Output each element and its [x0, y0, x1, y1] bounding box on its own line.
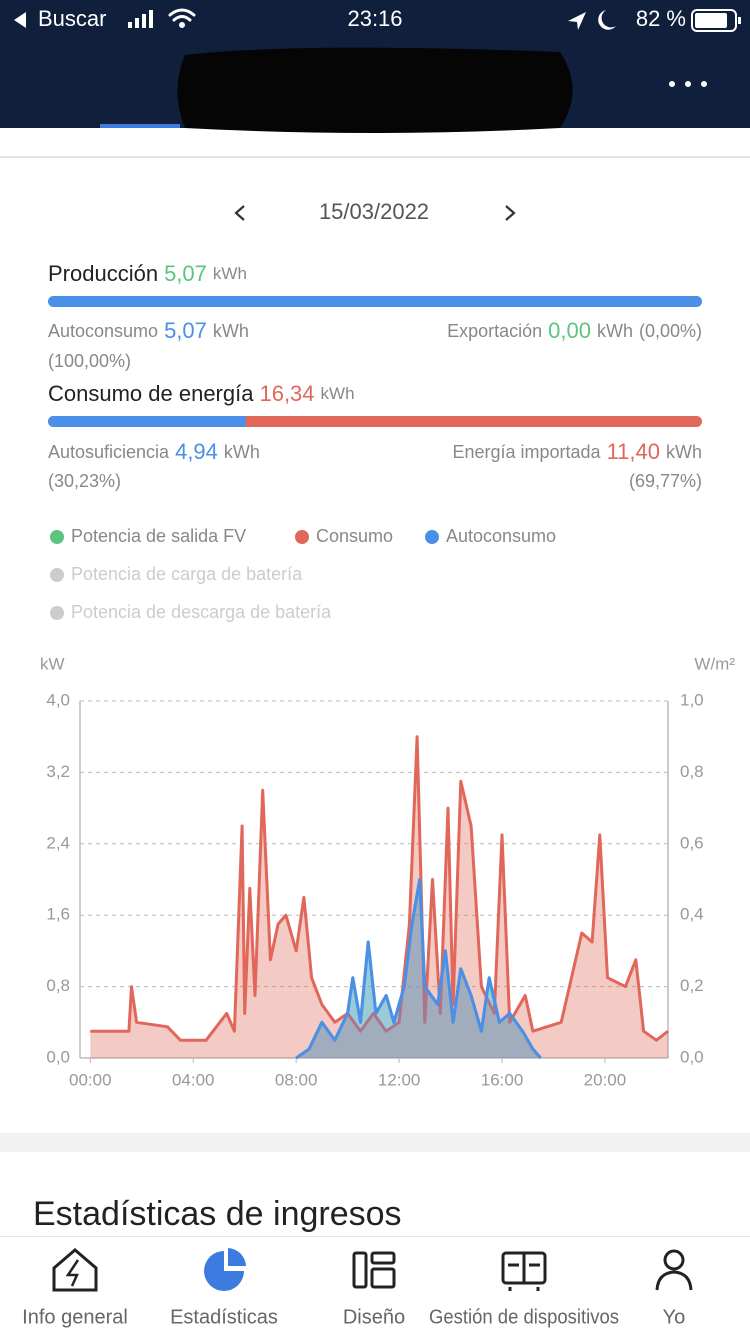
- more-button[interactable]: [669, 81, 707, 87]
- consumption-part: 16,34: [259, 381, 314, 406]
- x-tick-label: 04:00: [172, 1070, 215, 1089]
- export-part: kWh: [597, 321, 633, 341]
- moon-icon: [598, 10, 616, 30]
- icon-yo: [655, 1249, 693, 1291]
- x-tick-label: 16:00: [481, 1070, 524, 1089]
- date: 15/03/2022: [319, 199, 429, 224]
- x-tick-label: 12:00: [378, 1070, 421, 1089]
- y-tick-label: 0,8: [46, 976, 70, 995]
- tab-indicator: [100, 124, 180, 128]
- section-gap: [0, 1133, 750, 1152]
- imported: Energía importada 11,40 kWh: [452, 439, 702, 464]
- consumption-bar-self: [48, 416, 246, 428]
- self-sufficiency-percent: (30,23%): [48, 471, 121, 491]
- legend-dot: [425, 530, 439, 544]
- legend-dot: [295, 530, 309, 544]
- next-day[interactable]: [505, 205, 516, 221]
- consumption-part: kWh: [321, 384, 355, 403]
- y-tick-label: 3,2: [46, 762, 70, 781]
- y-tick-label: 1,6: [46, 905, 70, 924]
- legend-label: Potencia de salida FV: [71, 526, 246, 546]
- self-sufficiency-part: Autosuficiencia: [48, 442, 170, 462]
- prev-day[interactable]: [234, 205, 245, 221]
- tab-label[interactable]: Diseño: [343, 1306, 405, 1328]
- export-part: (0,00%): [639, 321, 702, 341]
- y2-tick-label: 1,0: [680, 690, 704, 709]
- clock: 23:16: [347, 6, 402, 31]
- self-sufficiency-part: 4,94: [175, 439, 218, 464]
- tab-label[interactable]: Info general: [22, 1306, 128, 1328]
- y2-axis-unit: W/m²: [694, 654, 735, 673]
- series-line: [295, 878, 542, 1060]
- x-tick-label: 20:00: [584, 1070, 627, 1089]
- production-part: 5,07: [164, 261, 207, 286]
- battery-level: 82 %: [636, 6, 686, 31]
- tab-label[interactable]: Gestión de dispositivos: [429, 1306, 619, 1328]
- back-label: Buscar: [38, 6, 106, 31]
- y-tick-label: 4,0: [46, 690, 70, 709]
- export-part: 0,00: [548, 318, 591, 343]
- icon-dispositivos: [501, 1251, 547, 1291]
- self-consumption-part: Autoconsumo: [48, 321, 158, 341]
- legend-dot: [50, 530, 64, 544]
- y2-tick-label: 0,8: [680, 762, 704, 781]
- imported-part: kWh: [666, 442, 702, 462]
- consumption: Consumo de energía 16,34 kWh: [48, 381, 355, 406]
- wifi-icon: [168, 8, 196, 28]
- self-consumption-part: 5,07: [164, 318, 207, 343]
- y2-tick-label: 0,2: [680, 976, 704, 995]
- production-part: Producción: [48, 261, 158, 286]
- self-sufficiency-part: kWh: [224, 442, 260, 462]
- self-consumption-percent: (100,00%): [48, 351, 131, 371]
- legend-label: Potencia de carga de batería: [71, 564, 303, 584]
- legend-label: Consumo: [316, 526, 393, 546]
- x-tick-label: 00:00: [69, 1070, 112, 1089]
- series-area: [296, 879, 541, 1058]
- y-tick-label: 2,4: [46, 833, 70, 852]
- redacted-title: [177, 47, 573, 133]
- production-bar: [48, 296, 702, 307]
- tab-bar-border: [0, 1236, 750, 1237]
- battery-icon: [691, 9, 741, 32]
- icon-diseno: [352, 1251, 396, 1289]
- series-line: [90, 735, 669, 1042]
- section-title: Estadísticas de ingresos: [33, 1195, 402, 1233]
- legend-label: Potencia de descarga de batería: [71, 602, 332, 622]
- tab-label[interactable]: Yo: [663, 1306, 686, 1328]
- imported-part: Energía importada: [452, 442, 601, 462]
- location-icon: [568, 12, 586, 30]
- consumption-part: Consumo de energía: [48, 381, 254, 406]
- icon-estadisticas: [204, 1248, 246, 1291]
- y-axis-unit: kW: [40, 654, 65, 673]
- export-part: Exportación: [447, 321, 542, 341]
- series-area: [296, 879, 541, 1058]
- legend-dot: [50, 568, 64, 582]
- imported-part: 11,40: [607, 439, 660, 464]
- icon-info-general: [52, 1248, 98, 1292]
- self-consumption-part: kWh: [213, 321, 249, 341]
- y2-tick-label: 0,4: [680, 905, 704, 924]
- production-part: kWh: [213, 264, 247, 283]
- y2-tick-label: 0,0: [680, 1047, 704, 1066]
- tab-label[interactable]: Estadísticas: [170, 1306, 278, 1328]
- y-tick-label: 0,0: [46, 1047, 70, 1066]
- imported-percent: (69,77%): [629, 471, 702, 491]
- divider: [0, 156, 750, 158]
- production: Producción 5,07 kWh: [48, 261, 247, 286]
- legend-dot: [50, 606, 64, 620]
- legend-label: Autoconsumo: [446, 526, 556, 546]
- x-tick-label: 08:00: [275, 1070, 318, 1089]
- self-consumption: Autoconsumo 5,07 kWh: [48, 318, 249, 343]
- back-arrow[interactable]: [14, 12, 26, 28]
- signal-icon: [128, 10, 153, 28]
- y2-tick-label: 0,6: [680, 833, 704, 852]
- series-area: [90, 736, 669, 1058]
- self-sufficiency: Autosuficiencia 4,94 kWh: [48, 439, 260, 464]
- export: Exportación 0,00 kWh (0,00%): [447, 318, 702, 343]
